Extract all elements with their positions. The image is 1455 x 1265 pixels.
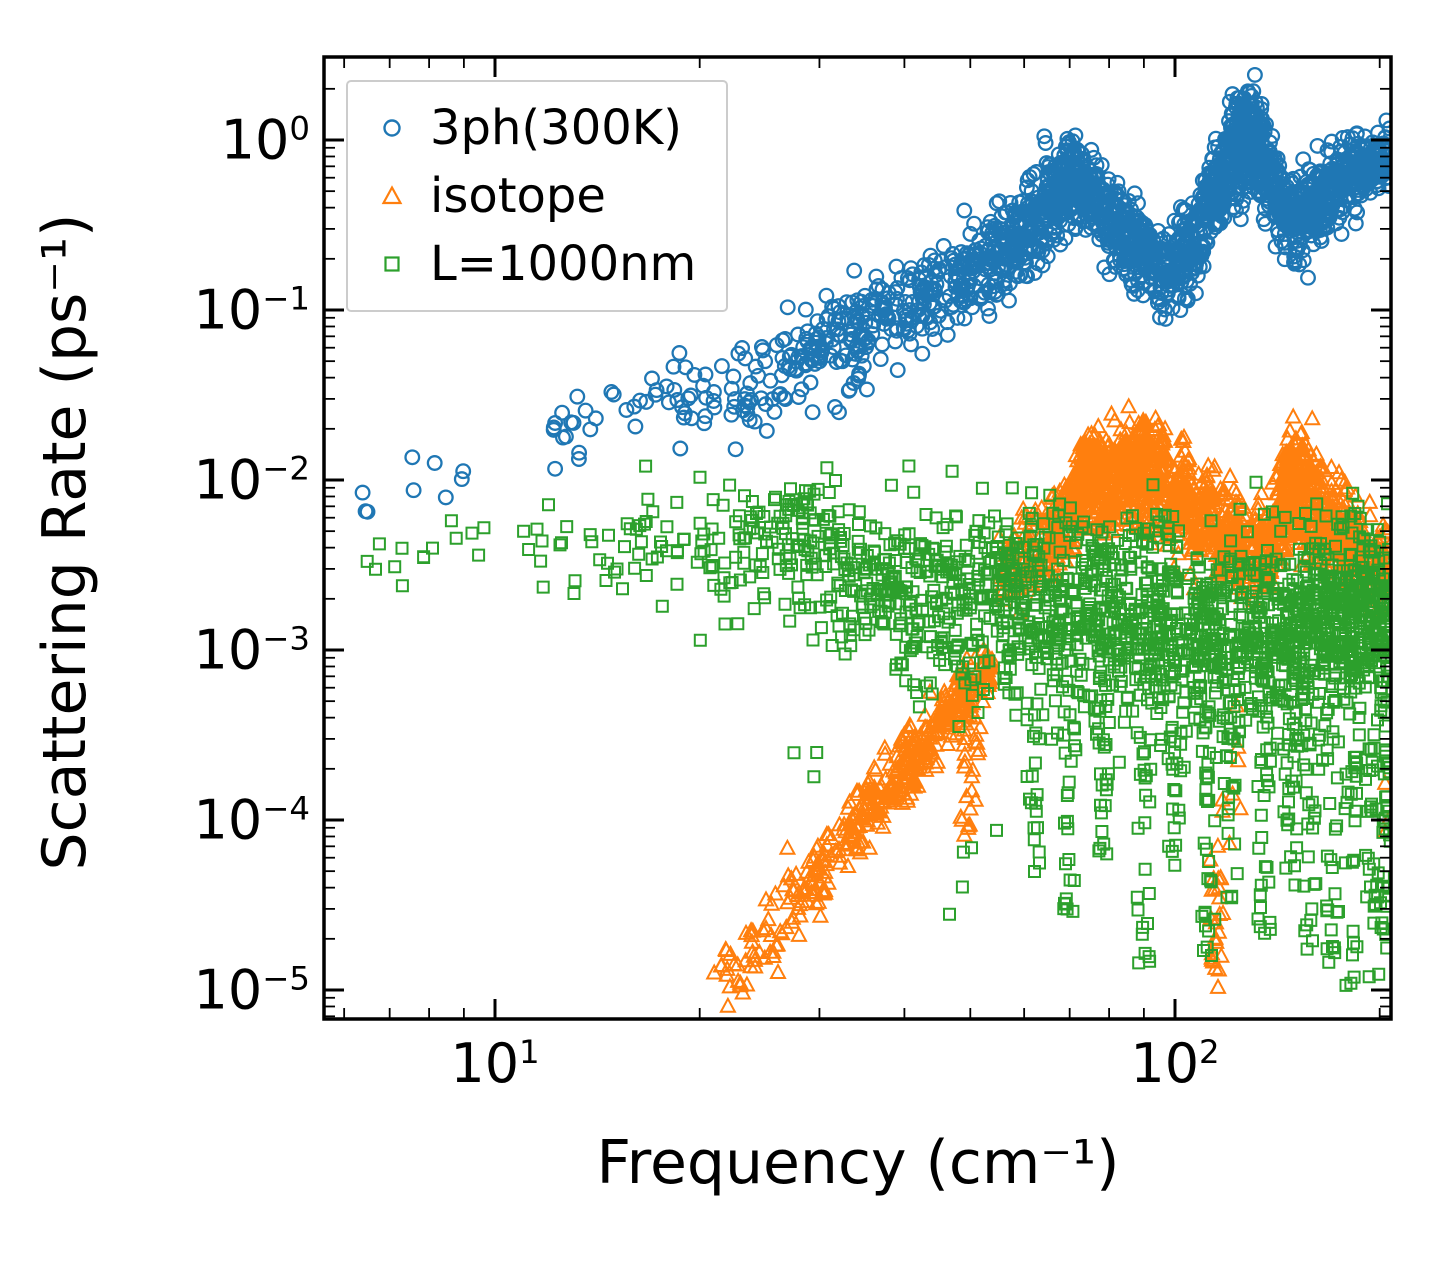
legend: 3ph(300K) isotope L=1000nm bbox=[346, 80, 729, 312]
legend-entry-label: 3ph(300K) bbox=[430, 100, 682, 156]
y-tick-label: 10−5 bbox=[193, 958, 310, 1022]
x-tick-label: 102 bbox=[1130, 1032, 1220, 1095]
legend-marker-circle-icon bbox=[383, 119, 401, 137]
series-3ph-300k- bbox=[354, 66, 1391, 520]
legend-entry-label: L=1000nm bbox=[430, 236, 697, 292]
x-tick-label: 101 bbox=[450, 1032, 540, 1095]
y-tick-label: 10−3 bbox=[193, 618, 310, 682]
ticks bbox=[324, 57, 1391, 1019]
y-tick-label: 100 bbox=[220, 108, 310, 172]
y-tick-label: 10−1 bbox=[193, 278, 310, 342]
legend-marker-square-icon bbox=[384, 256, 400, 272]
legend-entry: 3ph(300K) bbox=[366, 94, 696, 162]
axes-spines bbox=[322, 55, 1393, 1021]
y-tick-label: 10−2 bbox=[193, 448, 310, 512]
series-layer bbox=[354, 66, 1391, 1013]
x-axis-label: Frequency (cm⁻¹) bbox=[596, 1128, 1120, 1198]
legend-entry: isotope bbox=[366, 162, 696, 230]
legend-marker-triangle-icon bbox=[381, 185, 403, 205]
y-axis-label: Scattering Rate (ps⁻¹) bbox=[30, 213, 100, 871]
legend-entry-label: isotope bbox=[430, 168, 606, 224]
legend-entry: L=1000nm bbox=[366, 230, 696, 298]
series-l-1000nm bbox=[360, 459, 1391, 992]
y-tick-label: 10−4 bbox=[193, 788, 310, 852]
